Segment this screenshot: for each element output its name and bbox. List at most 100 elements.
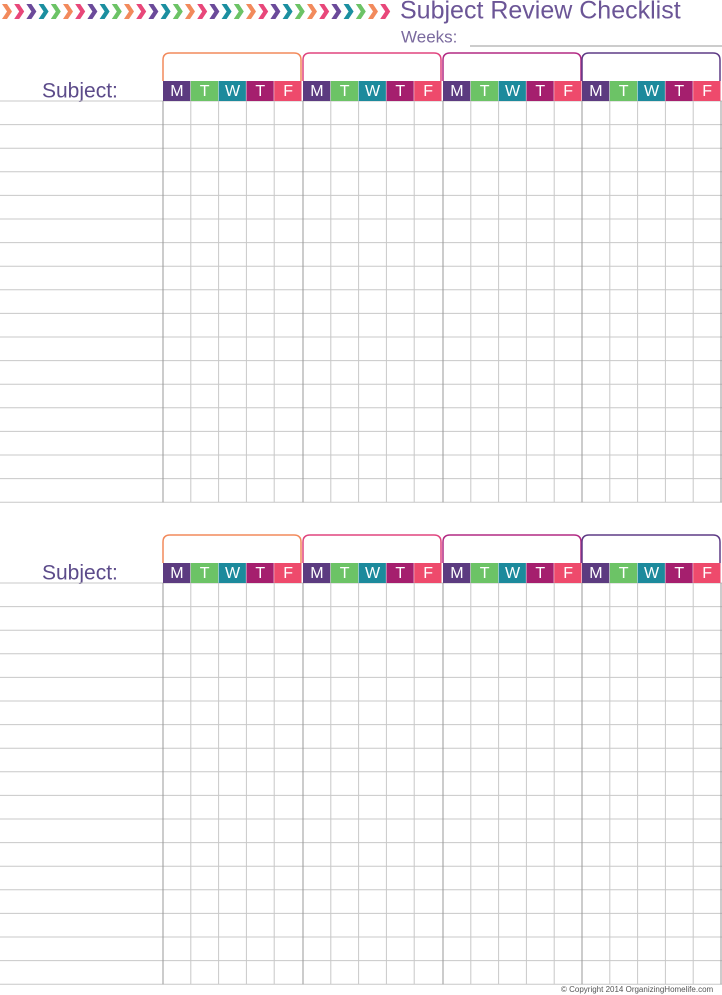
day-letter: M (170, 83, 183, 100)
title: Subject Review Checklist (400, 0, 681, 25)
day-header (246, 563, 274, 583)
subject-label: Subject: (42, 562, 118, 585)
chevron (307, 4, 317, 19)
chevron (26, 4, 37, 19)
day-header (218, 563, 246, 583)
day-header (246, 81, 274, 101)
day-header (386, 563, 414, 583)
chevron (38, 4, 49, 19)
chevron (87, 4, 98, 19)
day-header (163, 81, 191, 101)
day-header (330, 81, 359, 101)
chevron-border (2, 4, 391, 19)
day-header (358, 563, 386, 583)
day-header (609, 563, 638, 583)
chevron (258, 4, 269, 19)
day-letter: M (310, 83, 323, 100)
day-header (443, 81, 471, 101)
day-header (582, 563, 610, 583)
day-letter: W (365, 83, 381, 100)
day-letter: M (450, 565, 463, 582)
day-letter: T (200, 565, 210, 582)
chevron (209, 4, 220, 19)
day-header (163, 563, 191, 583)
chevron (14, 4, 25, 19)
day-letter: F (423, 83, 433, 100)
chevron (50, 4, 61, 19)
day-letter: F (563, 83, 573, 100)
day-letter: T (619, 83, 629, 100)
day-letter: F (563, 565, 573, 582)
chevron (221, 4, 232, 19)
week-tab (302, 52, 442, 81)
week-tab (442, 52, 582, 81)
day-letter: T (255, 565, 265, 582)
day-letter: M (170, 565, 183, 582)
chevron (343, 4, 354, 19)
day-header (386, 81, 414, 101)
day-header (414, 563, 442, 583)
chevron (63, 4, 73, 19)
chevron (270, 4, 281, 19)
day-letter: T (619, 565, 629, 582)
day-header (358, 81, 386, 101)
chevron (75, 4, 86, 19)
day-letter: T (255, 83, 265, 100)
day-header (443, 563, 471, 583)
day-letter: T (480, 83, 490, 100)
chevron (246, 4, 256, 19)
day-letter: W (505, 565, 521, 582)
day-letter: F (702, 83, 712, 100)
day-header (554, 81, 582, 101)
day-letter: T (340, 83, 350, 100)
day-letter: W (505, 83, 521, 100)
day-letter: W (365, 565, 381, 582)
day-header (470, 81, 499, 101)
day-header (190, 563, 219, 583)
chevron (2, 4, 12, 19)
day-letter: M (310, 565, 323, 582)
day-letter: M (589, 83, 602, 100)
chevron (136, 4, 147, 19)
day-letter: W (225, 83, 241, 100)
chevron (160, 4, 171, 19)
day-letter: F (702, 565, 712, 582)
chevron (185, 4, 195, 19)
day-letter: T (480, 565, 490, 582)
day-letter: T (395, 83, 405, 100)
day-header (498, 81, 526, 101)
day-header (526, 81, 554, 101)
day-header (330, 563, 359, 583)
chevron (355, 4, 366, 19)
day-letter: T (395, 565, 405, 582)
day-letter: M (589, 565, 602, 582)
chevron (380, 4, 391, 19)
day-header (665, 81, 693, 101)
day-header (526, 563, 554, 583)
day-letter: T (535, 565, 545, 582)
chevron (319, 4, 330, 19)
day-header (414, 81, 442, 101)
week-tab (302, 534, 442, 563)
chevron (282, 4, 293, 19)
day-header (190, 81, 219, 101)
day-header (637, 81, 665, 101)
day-header (498, 563, 526, 583)
week-tab (581, 52, 721, 81)
chevron (148, 4, 159, 19)
day-header (693, 81, 721, 101)
chevron (111, 4, 122, 19)
day-letter: M (450, 83, 463, 100)
chevron (124, 4, 134, 19)
day-letter: T (674, 83, 684, 100)
chevron (172, 4, 183, 19)
day-letter: T (535, 83, 545, 100)
day-letter: F (283, 565, 293, 582)
day-header (554, 563, 582, 583)
subject-label: Subject: (42, 80, 118, 103)
day-header (303, 81, 331, 101)
day-header (218, 81, 246, 101)
chevron (331, 4, 342, 19)
